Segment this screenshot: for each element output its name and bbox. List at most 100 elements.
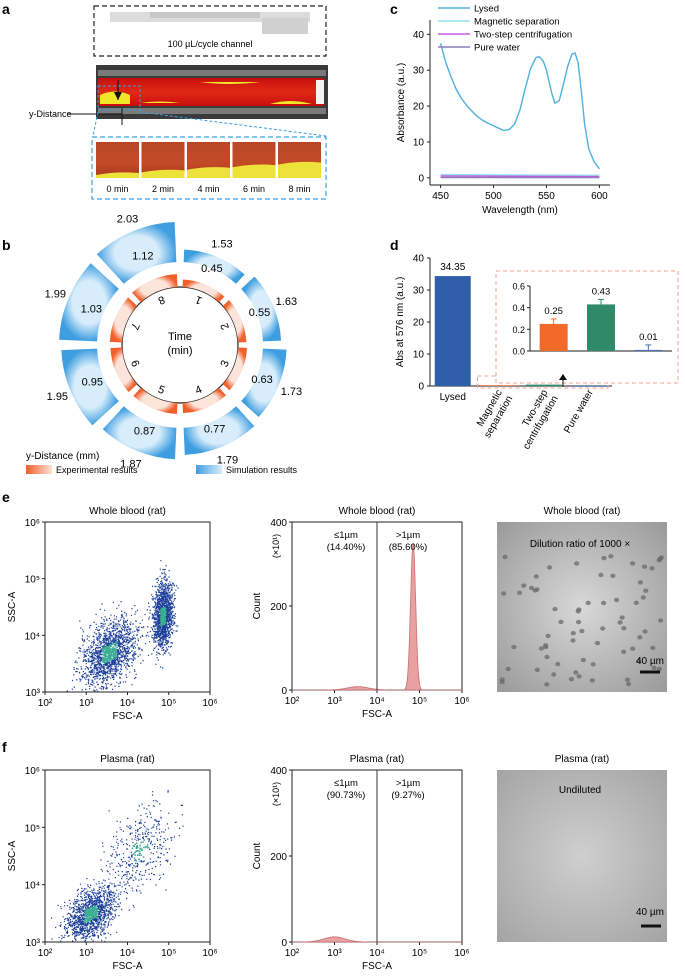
panel-label-d: d bbox=[390, 237, 399, 253]
x-tick-label: 10⁵ bbox=[412, 948, 427, 959]
micrograph-f-title: Plasma (rat) bbox=[555, 754, 609, 765]
blood-cell bbox=[614, 597, 620, 603]
panel-b: b 1 0.45 1.53 2 0.55 1.63 3 0.63 1.73 4 0.77 1.79 5 0… bbox=[2, 213, 302, 475]
y-tick-label: 10 bbox=[413, 137, 425, 148]
blood-cell bbox=[621, 649, 627, 654]
blood-cell bbox=[636, 658, 642, 664]
panel-label-c: c bbox=[390, 1, 398, 17]
x-tick-label: 600 bbox=[591, 191, 608, 202]
x-tick-label: 10² bbox=[38, 948, 53, 959]
whole-blood-micrograph: Whole blood (rat) Dilution ratio of 1000… bbox=[497, 506, 667, 692]
plasma-histogram: Plasma (rat) 10² 10³ 10⁴ 10⁵ 10⁶ 0 200 400 FSC-A C… bbox=[252, 754, 470, 972]
time-label: 7 bbox=[128, 321, 141, 331]
y-tick-label: 10⁶ bbox=[25, 766, 40, 777]
channel-schematic-inner bbox=[150, 12, 260, 18]
experimental-value: 0.55 bbox=[249, 307, 270, 319]
x-tick-label: 10⁴ bbox=[120, 948, 135, 959]
blood-cell bbox=[619, 615, 625, 620]
time-label: 8 bbox=[156, 293, 166, 306]
simulation-value: 1.87 bbox=[120, 459, 141, 471]
channel-photo bbox=[96, 65, 328, 119]
series-line-two-step-centrifugation bbox=[440, 175, 600, 178]
timelapse-fluid bbox=[187, 167, 230, 178]
blood-cell bbox=[624, 677, 631, 682]
blood-cell bbox=[630, 646, 636, 651]
experimental-value: 0.87 bbox=[134, 426, 155, 438]
sim-segment-2 bbox=[241, 276, 282, 342]
legend-exp-swatch bbox=[26, 465, 52, 474]
series-line-lysed bbox=[439, 43, 600, 170]
channel-label: 100 µL/cycle channel bbox=[168, 39, 253, 49]
timelapse-tile bbox=[96, 142, 139, 178]
legend-entry: Pure water bbox=[474, 43, 520, 54]
hist-title: Plasma (rat) bbox=[350, 754, 404, 765]
x-tick-label: 10⁴ bbox=[369, 948, 384, 959]
simulation-value: 1.99 bbox=[45, 288, 66, 300]
bar-value-label: 34.35 bbox=[440, 262, 465, 273]
timelapse-time-label: 6 min bbox=[243, 184, 265, 194]
legend-entry: Lysed bbox=[474, 4, 499, 15]
micrograph-f-image bbox=[497, 770, 667, 942]
x-tick-label: 450 bbox=[432, 191, 449, 202]
scale-label-e: 40 µm bbox=[636, 656, 664, 667]
x-tick-label: 10³ bbox=[327, 948, 342, 959]
plasma-scatter: Plasma (rat)10² 10³ 10⁴ 10⁵ 10⁶10³10⁴10⁵10⁶F… bbox=[7, 754, 218, 972]
y-tick-label: 10³ bbox=[26, 688, 41, 699]
blood-cell bbox=[610, 573, 616, 578]
scale-label-f: 40 µm bbox=[636, 907, 664, 918]
simulation-value: 1.63 bbox=[276, 296, 297, 308]
blood-cell bbox=[600, 626, 606, 631]
blood-cell bbox=[650, 645, 656, 651]
x-tick-label: 10⁵ bbox=[412, 696, 427, 707]
blood-cell bbox=[528, 585, 535, 591]
gate-right-pct: (9.27%) bbox=[391, 790, 424, 801]
y-tick-label: 0 bbox=[281, 686, 287, 697]
x-tick-label: 10³ bbox=[79, 698, 94, 709]
blood-cell bbox=[511, 644, 517, 650]
y-tick-label: 30 bbox=[413, 286, 425, 297]
gate-right-pct: (85.60%) bbox=[389, 542, 428, 553]
channel-box bbox=[93, 5, 327, 57]
x-tick-label: 550 bbox=[538, 191, 555, 202]
sim-segment-8 bbox=[96, 221, 177, 284]
simulation-value: 1.79 bbox=[217, 455, 238, 467]
y-axis-label: SSC-A bbox=[7, 591, 18, 622]
panel-label-b: b bbox=[2, 237, 11, 253]
x-tick-label: 10⁴ bbox=[369, 696, 384, 707]
y-tick-label: 40 bbox=[413, 30, 425, 41]
blood-cell bbox=[626, 681, 632, 687]
legend-entry: Magnetic separation bbox=[474, 17, 560, 28]
blood-cell bbox=[651, 665, 657, 670]
x-tick-label: 10² bbox=[285, 948, 300, 959]
micrograph-e-cells bbox=[499, 554, 665, 687]
y-tick-label: 10⁵ bbox=[25, 575, 40, 586]
experimental-value: 1.03 bbox=[81, 303, 102, 315]
bar-1 bbox=[480, 385, 517, 386]
inset-y-tick-label: 0.0 bbox=[512, 347, 525, 357]
blood-cell bbox=[575, 609, 581, 614]
inset-y-tick-label: 0.4 bbox=[512, 303, 525, 313]
y-distance-label: y-Distance bbox=[29, 109, 72, 119]
inset-bar-2 bbox=[634, 349, 663, 351]
blood-cell bbox=[538, 646, 545, 651]
y-axis-label: SSC-A bbox=[7, 840, 18, 871]
x-tick-label: 10² bbox=[38, 698, 53, 709]
exp-segment-5 bbox=[133, 387, 178, 414]
experimental-value: 0.95 bbox=[82, 376, 103, 388]
panel-label-e: e bbox=[2, 489, 10, 505]
exp-segment-8 bbox=[132, 274, 178, 303]
blood-cell bbox=[637, 580, 644, 585]
blood-cell bbox=[640, 595, 646, 600]
y-tick-label: 400 bbox=[270, 518, 287, 529]
blood-cell bbox=[573, 670, 579, 675]
hist-title: Whole blood (rat) bbox=[339, 506, 416, 517]
panel-d: d 0 10 20 30 40 Abs at 576 nm (a.u.) 34.35 Lyse… bbox=[390, 237, 679, 452]
experimental-value: 0.77 bbox=[204, 424, 225, 436]
blood-cell bbox=[579, 628, 585, 634]
legend-title: y-Distance (mm) bbox=[26, 451, 99, 462]
exp-segment-6 bbox=[110, 347, 138, 393]
blood-cell bbox=[642, 629, 648, 634]
zoom-line-left bbox=[92, 111, 99, 137]
blood-cell bbox=[594, 640, 601, 646]
panel-c: c 450 500 550 600 0 10 20 30 40 Wavelength (nm) Ab… bbox=[390, 1, 610, 216]
